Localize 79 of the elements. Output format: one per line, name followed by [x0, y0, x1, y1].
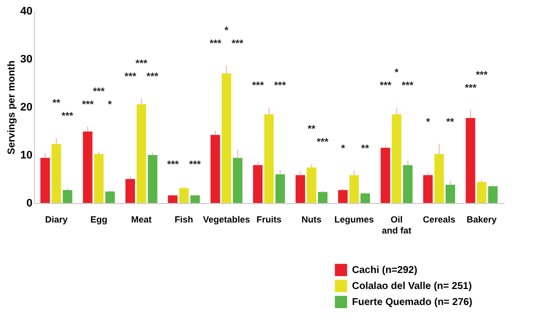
bar — [168, 195, 178, 203]
bar — [179, 188, 189, 203]
x-tick-label: Meat — [131, 214, 152, 224]
bar — [62, 190, 72, 203]
bar — [82, 131, 92, 203]
annotation: *** — [61, 111, 74, 122]
bar — [125, 179, 135, 203]
y-tick-label: 30 — [20, 54, 32, 66]
bar — [360, 193, 370, 203]
bar — [105, 191, 115, 203]
y-axis-title: Servings per month — [6, 60, 18, 154]
bar — [210, 134, 220, 203]
annotation: *** — [402, 80, 414, 92]
bar — [52, 144, 62, 203]
bar — [306, 167, 316, 203]
x-tick-label: Nuts — [302, 214, 322, 224]
annotation: * — [108, 100, 112, 111]
bar — [148, 155, 158, 203]
bar — [349, 175, 359, 203]
annotation: * — [341, 143, 346, 154]
bar — [222, 73, 232, 203]
bar — [190, 195, 200, 203]
bar — [488, 186, 498, 203]
y-tick-label: 20 — [20, 102, 32, 114]
annotation: *** — [167, 160, 179, 171]
annotation: ** — [446, 116, 454, 128]
annotation: *** — [274, 80, 286, 92]
bar — [40, 158, 50, 203]
annotation: ** — [52, 98, 60, 110]
bar — [296, 175, 306, 203]
bar — [403, 165, 413, 203]
x-tick-label: Fish — [174, 214, 194, 224]
x-tick-label: Cereals — [422, 214, 456, 224]
bar — [94, 154, 104, 203]
x-tick-label: Legumes — [334, 214, 374, 224]
bar — [446, 184, 456, 203]
annotation: *** — [316, 137, 328, 148]
annotation: *** — [93, 86, 105, 98]
bar — [136, 104, 146, 203]
annotation: *** — [124, 71, 136, 82]
annotation: *** — [232, 38, 244, 50]
annotation: ** — [308, 124, 316, 136]
bar — [275, 174, 285, 203]
legend-label: Fuerte Quemado (n= 276) — [352, 297, 472, 308]
x-tick-label: Bakery — [466, 214, 497, 224]
bar — [380, 148, 390, 203]
annotation: * — [394, 67, 399, 78]
bar — [392, 114, 402, 203]
bar — [338, 190, 348, 203]
bar — [434, 154, 444, 203]
bar — [466, 118, 476, 203]
bar — [476, 182, 486, 203]
x-tick-label: Oil and fat — [382, 214, 412, 236]
y-tick-label: 0 — [26, 198, 32, 210]
annotation: *** — [82, 100, 94, 111]
annotation: *** — [380, 80, 392, 92]
annotation: ** — [361, 143, 370, 154]
annotation: * — [224, 26, 229, 37]
annotation: *** — [136, 58, 148, 70]
annotation: * — [426, 116, 430, 128]
x-tick-label: Vegetables — [202, 214, 250, 224]
bar — [253, 165, 263, 203]
y-tick-label: 40 — [20, 6, 32, 18]
bar — [232, 158, 242, 203]
legend-label: Cachi (n=292) — [352, 265, 418, 276]
bar — [264, 114, 274, 203]
legend-label: Colalao del Valle (n= 251) — [352, 281, 472, 292]
annotation: *** — [252, 80, 264, 92]
x-tick-label: Fruits — [256, 214, 282, 224]
y-tick-label: 10 — [20, 150, 32, 162]
x-tick-label: Egg — [90, 214, 108, 224]
annotation: *** — [476, 70, 488, 81]
annotation: *** — [189, 160, 201, 171]
bar — [423, 175, 433, 203]
x-tick-label: Diary — [45, 214, 68, 224]
annotation: *** — [464, 82, 477, 94]
annotation: *** — [210, 38, 222, 50]
bar — [318, 192, 328, 203]
annotation: *** — [146, 71, 158, 82]
